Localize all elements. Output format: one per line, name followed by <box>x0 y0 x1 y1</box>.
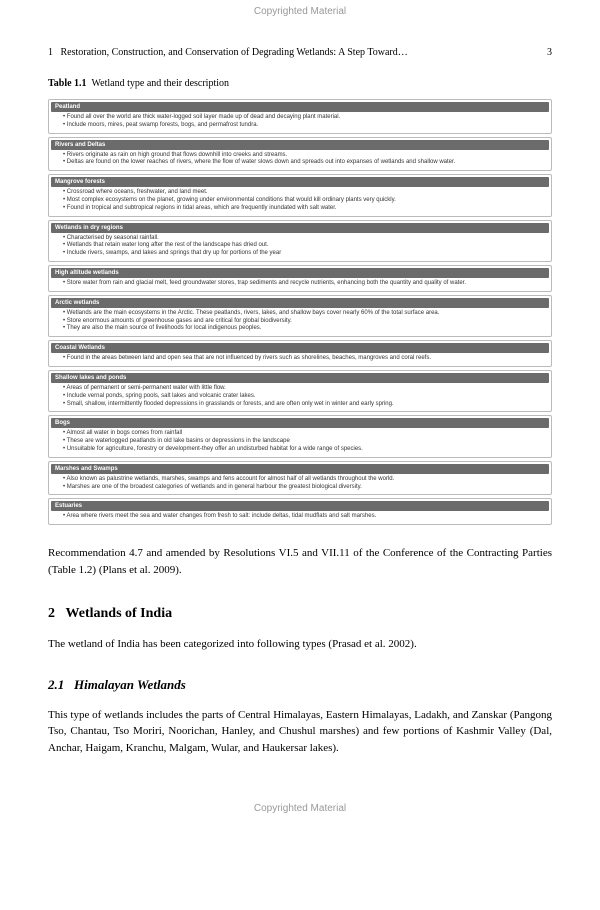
wetland-bullet: Found in the areas between land and open… <box>63 355 545 363</box>
header-chapter-num: 1 <box>48 47 53 58</box>
wetland-bullet: Characterised by seasonal rainfall. <box>63 235 545 243</box>
wetland-group: Bogs Almost all water in bogs comes from … <box>48 415 552 457</box>
wetland-bullet: Wetlands that retain water long after th… <box>63 242 545 250</box>
wetland-bullet: Marshes are one of the broadest categori… <box>63 484 545 492</box>
copyright-top: Copyrighted Material <box>0 0 600 23</box>
wetland-bullet: Found all over the world are thick water… <box>63 114 545 122</box>
wetland-body: Crossroad where oceans, freshwater, and … <box>51 187 549 213</box>
wetland-body: Area where rivers meet the sea and water… <box>51 511 549 522</box>
wetland-group: Wetlands in dry regionsCharacterised by … <box>48 220 552 262</box>
wetland-group: Peatland Found all over the world are thi… <box>48 99 552 134</box>
wetland-body: Found all over the world are thick water… <box>51 112 549 131</box>
wetland-bullet: Include moors, mires, peat swamp forests… <box>63 122 545 130</box>
wetland-header: Arctic wetlands <box>51 298 549 308</box>
wetland-bullet: Areas of permanent or semi-permanent wat… <box>63 385 545 393</box>
wetland-table: Peatland Found all over the world are thi… <box>48 99 552 525</box>
wetland-bullet: Store enormous amounts of greenhouse gas… <box>63 318 545 326</box>
wetland-group: Arctic wetlands Wetlands are the main eco… <box>48 295 552 337</box>
section-2-body: The wetland of India has been categorize… <box>48 636 552 653</box>
wetland-header: Mangrove forests <box>51 177 549 187</box>
wetland-header: Shallow lakes and ponds <box>51 373 549 383</box>
wetland-group: Estuaries Area where rivers meet the sea … <box>48 498 552 525</box>
wetland-header: Wetlands in dry regions <box>51 223 549 233</box>
wetland-bullet: Include vernal ponds, spring pools, salt… <box>63 393 545 401</box>
table-title: Wetland type and their description <box>92 78 230 89</box>
header-page-num: 3 <box>532 47 552 58</box>
section-2-1-heading: 2.1 Himalayan Wetlands <box>48 677 552 693</box>
wetland-header: Coastal Wetlands <box>51 343 549 353</box>
wetland-bullet: Store water from rain and glacial melt, … <box>63 280 545 288</box>
section-2-1-title: Himalayan Wetlands <box>74 677 186 692</box>
section-2-heading: 2 Wetlands of India <box>48 606 552 622</box>
wetland-bullet: Small, shallow, intermittently flooded d… <box>63 401 545 409</box>
section-2-num: 2 <box>48 606 55 621</box>
wetland-header: Estuaries <box>51 501 549 511</box>
wetland-bullet: Wetlands are the main ecosystems in the … <box>63 310 545 318</box>
wetland-header: Rivers and Deltas <box>51 140 549 150</box>
wetland-bullet: They are also the main source of livelih… <box>63 325 545 333</box>
wetland-bullet: Crossroad where oceans, freshwater, and … <box>63 189 545 197</box>
wetland-group: Marshes and Swamps Also known as palustri… <box>48 461 552 496</box>
wetland-body: Rivers originate as rain on high ground … <box>51 150 549 169</box>
copyright-bottom: Copyrighted Material <box>0 797 600 820</box>
table-caption: Table 1.1 Wetland type and their descrip… <box>48 78 552 89</box>
wetland-bullet: Deltas are found on the lower reaches of… <box>63 159 545 167</box>
section-2-title: Wetlands of India <box>66 606 173 621</box>
wetland-group: High altitude wetlands Store water from r… <box>48 265 552 292</box>
wetland-body: Found in the areas between land and open… <box>51 353 549 364</box>
running-header: 1 Restoration, Construction, and Conserv… <box>48 47 552 58</box>
wetland-body: Also known as palustrine wetlands, marsh… <box>51 474 549 493</box>
section-2-1-num: 2.1 <box>48 677 64 692</box>
wetland-group: Rivers and Deltas Rivers originate as rai… <box>48 137 552 172</box>
wetland-bullet: Unsuitable for agriculture, forestry or … <box>63 446 545 454</box>
section-2-1-body: This type of wetlands includes the parts… <box>48 707 552 757</box>
wetland-body: Wetlands are the main ecosystems in the … <box>51 308 549 334</box>
wetland-bullet: Almost all water in bogs comes from rain… <box>63 430 545 438</box>
wetland-bullet: Most complex ecosystems on the planet, g… <box>63 197 545 205</box>
wetland-body: Characterised by seasonal rainfall.Wetla… <box>51 233 549 259</box>
wetland-header: High altitude wetlands <box>51 268 549 278</box>
wetland-header: Bogs <box>51 418 549 428</box>
wetland-header: Peatland <box>51 102 549 112</box>
wetland-bullet: Also known as palustrine wetlands, marsh… <box>63 476 545 484</box>
wetland-group: Shallow lakes and ponds Areas of permanen… <box>48 370 552 412</box>
wetland-header: Marshes and Swamps <box>51 464 549 474</box>
page-content: 1 Restoration, Construction, and Conserv… <box>0 23 600 797</box>
wetland-group: Mangrove forests Crossroad where oceans, … <box>48 174 552 216</box>
wetland-group: Coastal Wetlands Found in the areas betwe… <box>48 340 552 367</box>
wetland-body: Store water from rain and glacial melt, … <box>51 278 549 289</box>
wetland-bullet: Found in tropical and subtropical region… <box>63 205 545 213</box>
table-label: Table 1.1 <box>48 78 87 89</box>
wetland-body: Almost all water in bogs comes from rain… <box>51 428 549 454</box>
wetland-bullet: Area where rivers meet the sea and water… <box>63 513 545 521</box>
header-chapter-title: Restoration, Construction, and Conservat… <box>61 47 408 58</box>
wetland-bullet: These are waterlogged peatlands in old l… <box>63 438 545 446</box>
wetland-bullet: Rivers originate as rain on high ground … <box>63 152 545 160</box>
paragraph-after-table: Recommendation 4.7 and amended by Resolu… <box>48 545 552 578</box>
wetland-bullet: Include rivers, swamps, and lakes and sp… <box>63 250 545 258</box>
wetland-body: Areas of permanent or semi-permanent wat… <box>51 383 549 409</box>
